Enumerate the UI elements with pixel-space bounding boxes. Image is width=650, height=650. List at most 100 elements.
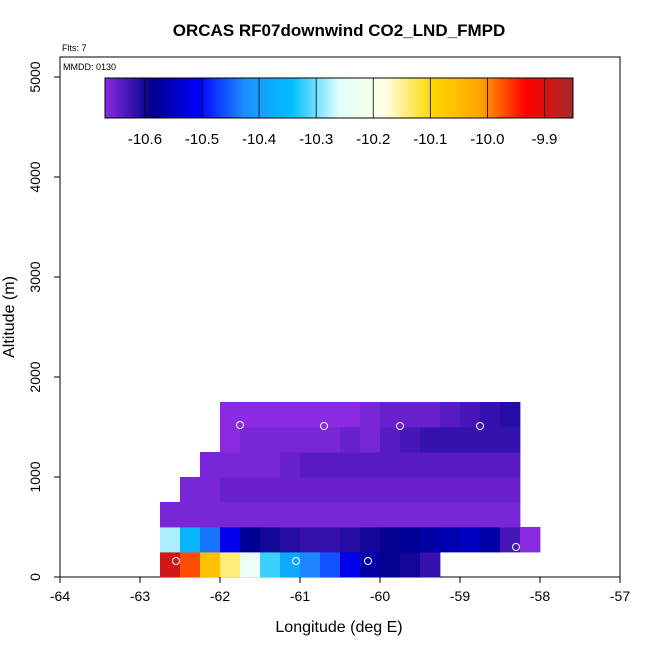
heatmap-cell — [240, 552, 261, 578]
heatmap-cell — [300, 402, 321, 428]
heatmap-cell — [220, 402, 241, 428]
heatmap-cell — [220, 477, 241, 503]
colorbar-tick-label: -10.2 — [356, 131, 390, 148]
heatmap-cell — [420, 502, 441, 528]
heatmap-cell — [420, 452, 441, 478]
heatmap-cell — [340, 552, 361, 578]
heatmap-cell — [300, 552, 321, 578]
y-tick-label: 3000 — [27, 261, 43, 292]
heatmap-cell — [480, 502, 501, 528]
heatmap-cell — [260, 452, 281, 478]
y-tick-label: 1000 — [27, 461, 43, 492]
x-axis-label: Longitude (deg E) — [275, 619, 402, 636]
heatmap-cell — [500, 427, 521, 453]
heatmap-cell — [240, 477, 261, 503]
flight-point — [476, 422, 484, 430]
heatmap-cell — [380, 502, 401, 528]
heatmap-cell — [200, 477, 221, 503]
heatmap-cell — [200, 527, 221, 553]
chart-title: ORCAS RF07downwind CO2_LND_FMPD — [173, 21, 505, 40]
heatmap-cell — [460, 427, 481, 453]
heatmap-cell — [460, 527, 481, 553]
heatmap-cell — [220, 527, 241, 553]
flight-point — [172, 557, 180, 565]
heatmap-cell — [360, 502, 381, 528]
heatmap-cell — [300, 477, 321, 503]
heatmap-cell — [500, 452, 521, 478]
heatmap-cells — [160, 402, 541, 578]
heatmap-cell — [340, 477, 361, 503]
heatmap-cell — [360, 477, 381, 503]
heatmap-cell — [320, 477, 341, 503]
colorbar-gradient — [104, 77, 574, 119]
heatmap-cell — [340, 527, 361, 553]
heatmap-cell — [300, 452, 321, 478]
heatmap-cell — [300, 502, 321, 528]
heatmap-cell — [480, 527, 501, 553]
heatmap-cell — [160, 527, 181, 553]
colorbar: -10.6 -10.5 -10.4 -10.3 -10.2 -10.1 -10.0 -9.9 — [104, 77, 574, 148]
flights-count-label: Flts: 7 — [62, 43, 87, 53]
heatmap-cell — [220, 502, 241, 528]
heatmap-cell — [260, 477, 281, 503]
heatmap-cell — [420, 552, 441, 578]
heatmap-cell — [380, 402, 401, 428]
heatmap-cell — [360, 552, 381, 578]
heatmap-cell — [360, 402, 381, 428]
y-axis-label: Altitude (m) — [1, 276, 18, 358]
heatmap-cell — [240, 427, 261, 453]
y-tick-label: 0 — [27, 573, 43, 581]
heatmap-cell — [220, 452, 241, 478]
flight-point — [512, 543, 520, 551]
heatmap-cell — [440, 502, 461, 528]
heatmap-cell — [180, 527, 201, 553]
heatmap-cell — [500, 402, 521, 428]
heatmap-cell — [500, 527, 521, 553]
heatmap-cell — [200, 452, 221, 478]
heatmap-cell — [380, 527, 401, 553]
x-tick-label: -64 — [50, 588, 70, 604]
colorbar-tick-label: -10.0 — [470, 131, 504, 148]
heatmap-cell — [340, 502, 361, 528]
heatmap-cell — [160, 552, 181, 578]
heatmap-cell — [180, 502, 201, 528]
flight-point — [396, 422, 404, 430]
y-tick-label: 2000 — [27, 361, 43, 392]
heatmap-cell — [320, 427, 341, 453]
heatmap-cell — [360, 452, 381, 478]
colorbar-tick-label: -10.6 — [128, 131, 162, 148]
heatmap-cell — [160, 502, 181, 528]
heatmap-cell — [320, 552, 341, 578]
heatmap-cell — [280, 477, 301, 503]
heatmap-cell — [280, 552, 301, 578]
x-tick-label: -60 — [370, 588, 390, 604]
heatmap-cell — [180, 477, 201, 503]
heatmap-cell — [360, 527, 381, 553]
heatmap-cell — [440, 477, 461, 503]
heatmap-cell — [240, 502, 261, 528]
heatmap-cell — [480, 452, 501, 478]
heatmap-cell — [400, 552, 421, 578]
heatmap-cell — [300, 527, 321, 553]
colorbar-ticks: -10.6 -10.5 -10.4 -10.3 -10.2 -10.1 -10.0 -9.9 — [128, 78, 558, 148]
heatmap-cell — [200, 552, 221, 578]
heatmap-cell — [460, 452, 481, 478]
heatmap-cell — [380, 452, 401, 478]
heatmap-cell — [420, 527, 441, 553]
colorbar-tick-label: -10.3 — [299, 131, 333, 148]
heatmap-cell — [220, 552, 241, 578]
flight-point — [292, 557, 300, 565]
flight-point — [320, 422, 328, 430]
heatmap-cell — [520, 527, 541, 553]
heatmap-cell — [340, 452, 361, 478]
heatmap-cell — [240, 527, 261, 553]
x-tick-label: -58 — [530, 588, 550, 604]
colorbar-tick-label: -9.9 — [532, 131, 558, 148]
heatmap-cell — [260, 427, 281, 453]
heatmap-cell — [400, 402, 421, 428]
heatmap-cell — [440, 527, 461, 553]
flight-points — [144, 421, 520, 565]
heatmap-cell — [340, 427, 361, 453]
flight-point — [236, 421, 244, 429]
